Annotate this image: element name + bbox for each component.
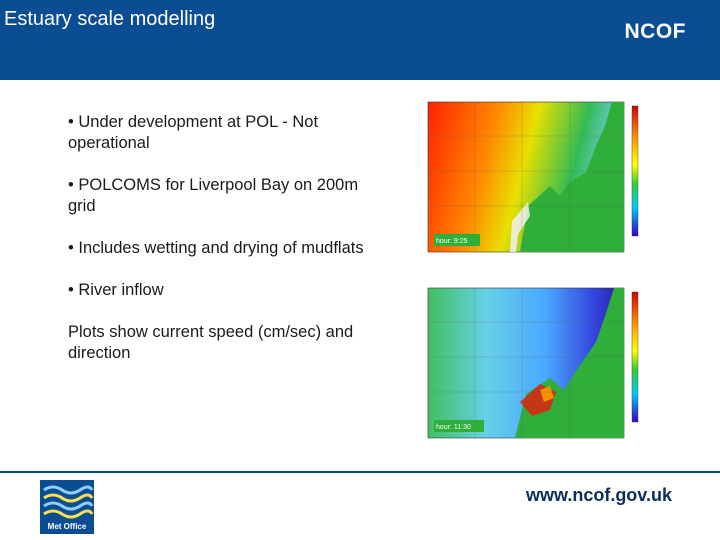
time-label: hour: 11:30 xyxy=(436,424,471,431)
land-mass xyxy=(520,102,624,252)
met-office-logo: Met Office xyxy=(40,480,94,534)
website-url[interactable]: www.ncof.gov.uk xyxy=(525,485,672,505)
waves-icon xyxy=(43,485,94,519)
footer-divider xyxy=(0,471,720,473)
current-speed-map: hour: 11:30 xyxy=(427,287,639,439)
current-speed-plot: hour: 11:30 xyxy=(400,282,650,452)
bullet-list: • Under development at POL - Not operati… xyxy=(68,112,368,385)
colorbar xyxy=(631,105,639,237)
logo-text: Met Office xyxy=(47,522,87,531)
slide-title: Estuary scale modelling xyxy=(4,8,216,30)
current-speed-map: hour: 9:25 xyxy=(427,101,639,253)
ncof-logo: NCOF xyxy=(624,20,686,43)
bullet-item: • POLCOMS for Liverpool Bay on 200m grid xyxy=(68,176,359,215)
caption-text: Plots show current speed (cm/sec) and di… xyxy=(68,323,354,362)
bullet-item: • Under development at POL - Not operati… xyxy=(68,113,319,152)
current-speed-plot: hour: 9:25 xyxy=(400,96,650,266)
header-bar: Estuary scale modelling NCOF xyxy=(0,0,720,80)
bullet-item: • Includes wetting and drying of mudflat… xyxy=(68,239,364,257)
time-label: hour: 9:25 xyxy=(436,238,468,245)
colorbar xyxy=(631,291,639,423)
bullet-item: • River inflow xyxy=(68,281,164,299)
